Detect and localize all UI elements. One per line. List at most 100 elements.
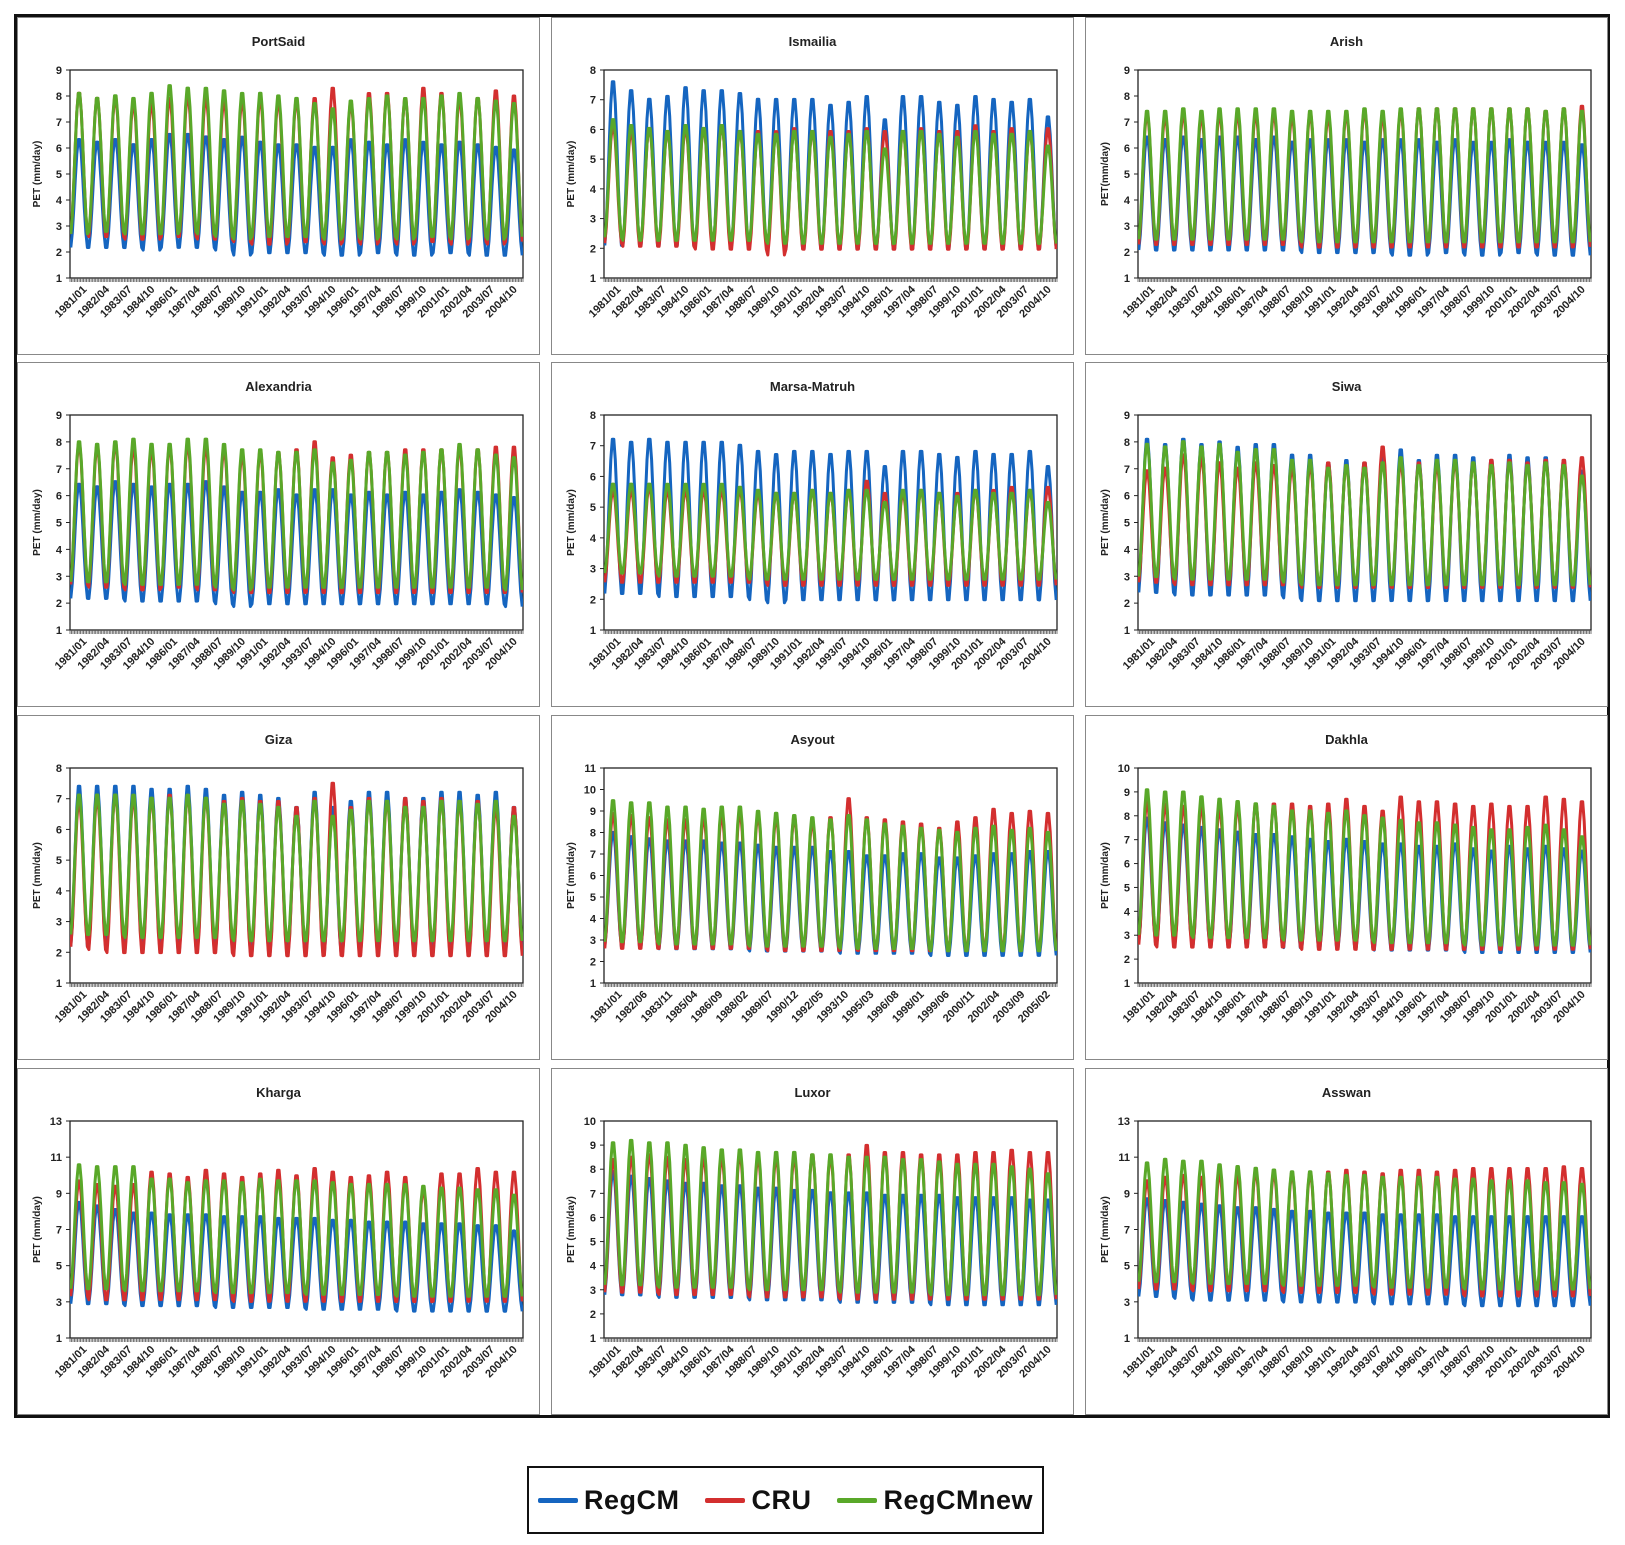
y-tick-label: 1: [1124, 1333, 1130, 1345]
y-tick-label: 5: [56, 518, 62, 530]
y-axis-label: PET (mm/day): [1100, 842, 1111, 909]
chart-title: Luxor: [794, 1085, 831, 1100]
y-tick-label: 1: [590, 1333, 596, 1345]
y-tick-label: 2: [590, 594, 596, 606]
x-minor-ticks: [603, 983, 1058, 987]
panel-asswan: Asswan 1 3 5 7 9 11 13 PET (mm/day) 1981/01 1982/0…: [1085, 1068, 1608, 1415]
chart-title: PortSaid: [251, 34, 306, 49]
y-tick-label: 3: [1124, 221, 1130, 233]
y-tick-label: 7: [590, 95, 596, 107]
y-tick-label: 6: [56, 824, 62, 836]
y-tick-label: 5: [1124, 1261, 1130, 1273]
y-tick-label: 9: [1124, 65, 1130, 77]
y-tick-label: 3: [56, 221, 62, 233]
y-tick-label: 4: [1124, 195, 1131, 207]
legend-label-regcm: RegCM: [583, 1484, 680, 1515]
y-tick-label: 6: [590, 1212, 596, 1224]
y-axis-label: PET (mm/day): [1100, 489, 1111, 556]
y-tick-label: 1: [56, 625, 62, 637]
y-axis-label: PET (mm/day): [1100, 1196, 1111, 1263]
y-tick-label: 7: [56, 117, 62, 129]
y-tick-label: 8: [56, 91, 62, 103]
legend-swatch-regcmnew: [837, 1497, 878, 1503]
x-minor-ticks: [603, 1338, 1058, 1342]
series-line-regcmnew: [1138, 788, 1591, 947]
series-line-regcmnew: [70, 437, 523, 592]
y-tick-label: 4: [590, 184, 597, 196]
series-line-regcmnew: [1138, 440, 1591, 587]
chart-title: Asswan: [1321, 1085, 1372, 1100]
y-tick-label: 3: [56, 917, 62, 929]
panel-ismailia: Ismailia 1 2 3 4 5 6 7 8 PET (mm/day) 1981/01 1982/…: [551, 17, 1074, 355]
chart-title: Arish: [1329, 34, 1364, 49]
y-tick-label: 7: [56, 1225, 62, 1237]
y-tick-label: 2: [1124, 247, 1130, 259]
y-axis-label: PET (mm/day): [566, 842, 577, 909]
y-tick-label: 6: [590, 471, 596, 483]
panel-kharga: Kharga 1 3 5 7 9 11 13 PET (mm/day) 1981/01 1982/0…: [17, 1068, 540, 1415]
y-tick-label: 3: [590, 214, 596, 226]
y-tick-label: 11: [1118, 1152, 1130, 1164]
legend-label-cru: CRU: [751, 1484, 812, 1515]
y-tick-label: 3: [1124, 571, 1130, 583]
y-tick-label: 5: [1124, 169, 1130, 181]
y-tick-label: 8: [1124, 91, 1130, 103]
y-tick-label: 10: [584, 1116, 596, 1128]
y-tick-label: 6: [56, 491, 62, 503]
x-minor-ticks: [1137, 630, 1592, 634]
series-line-regcmnew: [1138, 1157, 1591, 1291]
y-tick-label: 11: [50, 1152, 62, 1164]
legend: RegCM CRU RegCMnew: [527, 1466, 1044, 1534]
y-axis-label: PET(mm/day): [1100, 142, 1111, 206]
x-minor-ticks: [69, 1338, 524, 1342]
y-tick-label: 6: [56, 143, 62, 155]
y-tick-label: 3: [56, 1297, 62, 1309]
y-tick-label: 1: [590, 625, 596, 637]
y-tick-label: 10: [584, 785, 596, 797]
y-tick-label: 7: [590, 441, 596, 453]
panel-luxor: Luxor 1 2 3 4 5 6 7 8 9 10 PET (mm/day) 1981/01 1982/…: [551, 1068, 1074, 1415]
y-tick-label: 4: [1124, 906, 1131, 918]
y-tick-label: 1: [1124, 625, 1130, 637]
y-tick-label: 7: [56, 794, 62, 806]
panel-alexandria: Alexandria 1 2 3 4 5 6 7 8 9 PET (mm/day) 1981/01 19…: [17, 362, 540, 707]
y-tick-label: 1: [1124, 978, 1130, 990]
y-tick-label: 4: [1124, 544, 1131, 556]
y-tick-label: 2: [590, 243, 596, 255]
y-tick-label: 7: [590, 1188, 596, 1200]
y-tick-label: 5: [56, 1261, 62, 1273]
panel-marsa-matruh: Marsa-Matruh 1 2 3 4 5 6 7 8 PET (mm/day) 1981/01 1…: [551, 362, 1074, 707]
y-tick-label: 8: [56, 763, 62, 775]
y-tick-label: 5: [1124, 882, 1130, 894]
y-tick-label: 4: [590, 533, 597, 545]
legend-entry-regcm: RegCM: [537, 1484, 680, 1516]
y-axis-label: PET (mm/day): [32, 141, 43, 208]
legend-swatch-regcm: [537, 1497, 578, 1503]
y-tick-label: 7: [590, 849, 596, 861]
panel-portsaid: PortSaid 1 2 3 4 5 6 7 8 9 PET (mm/day) 1981/01 1982…: [17, 17, 540, 355]
chart-title: Marsa-Matruh: [769, 379, 856, 394]
y-tick-label: 5: [590, 154, 596, 166]
y-axis-label: PET (mm/day): [566, 489, 577, 556]
y-tick-label: 8: [1124, 437, 1130, 449]
y-tick-label: 3: [1124, 930, 1130, 942]
y-tick-label: 2: [56, 247, 62, 259]
y-tick-label: 1: [1124, 273, 1130, 285]
y-tick-label: 3: [590, 935, 596, 947]
y-tick-label: 8: [590, 1164, 596, 1176]
x-minor-ticks: [1137, 983, 1592, 987]
y-tick-label: 9: [590, 806, 596, 818]
y-tick-label: 3: [590, 564, 596, 576]
y-tick-label: 13: [50, 1116, 62, 1128]
panel-dakhla: Dakhla 1 2 3 4 5 6 7 8 9 10 PET (mm/day) 1981/01 1982…: [1085, 715, 1608, 1060]
legend-label-regcmnew: RegCMnew: [883, 1484, 1033, 1515]
series-line-regcmnew: [70, 1163, 523, 1298]
chart-title: Kharga: [256, 1085, 301, 1100]
